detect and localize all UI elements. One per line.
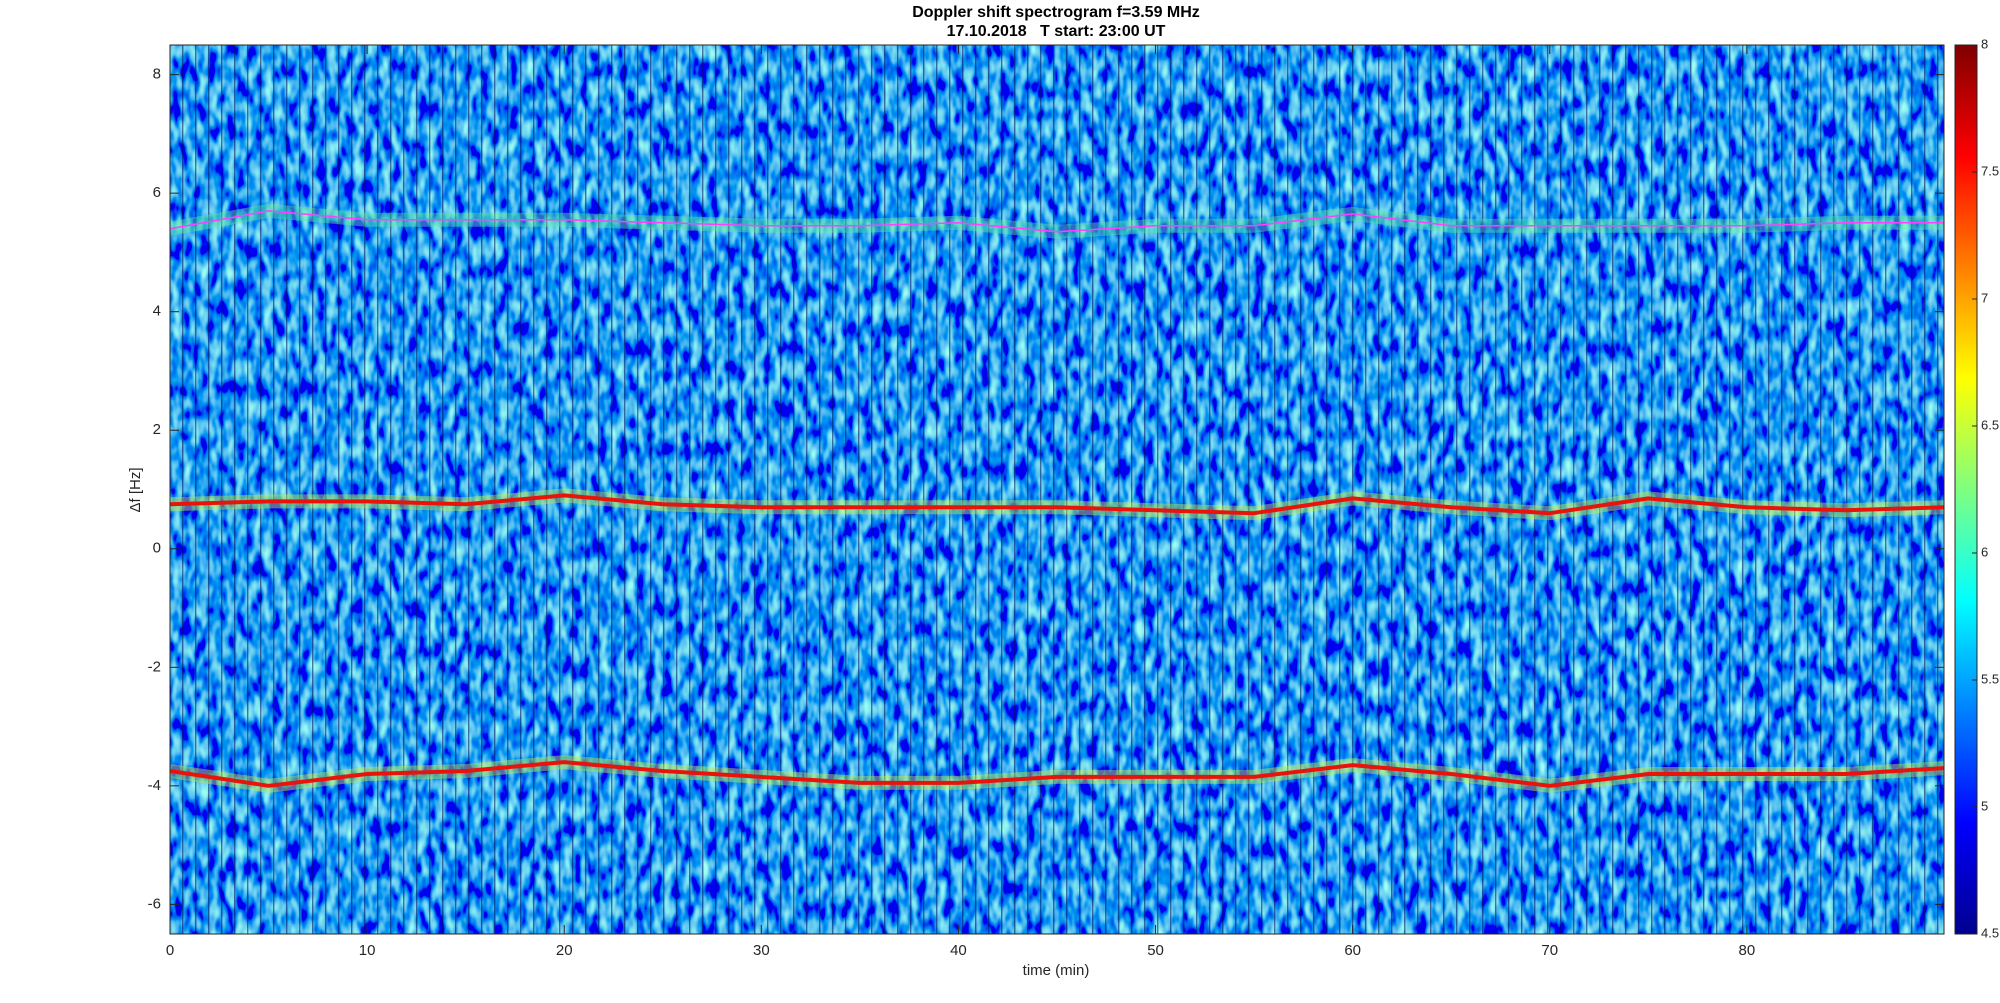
y-tick-label: 6	[153, 184, 161, 201]
y-tick-label: -6	[148, 895, 161, 912]
y-tick-label: 4	[153, 303, 161, 320]
ridge-line	[169, 760, 1945, 788]
plot-frame	[169, 44, 1945, 935]
ridge-line	[169, 493, 1945, 516]
y-tick-label: -4	[148, 777, 161, 794]
colorbar-tick-label: 7	[1981, 290, 1988, 305]
colorbar-tick-label: 7.5	[1981, 163, 1999, 178]
colorbar-tick-label: 6.5	[1981, 417, 1999, 432]
spectrogram-stripes	[170, 45, 1944, 934]
y-tick-label: -2	[148, 658, 161, 675]
x-tick-label: 40	[950, 942, 967, 959]
x-tick-label: 20	[556, 942, 573, 959]
ridge-line	[169, 210, 1944, 233]
chart-title: Doppler shift spectrogram f=3.59 MHz	[912, 4, 1200, 21]
x-tick-label: 50	[1147, 942, 1164, 959]
spectrogram-background	[170, 45, 1944, 934]
colorbar-tick-label: 5.5	[1981, 671, 1999, 686]
chart-subtitle: 17.10.2018 T start: 23:00 UT	[947, 23, 1166, 40]
y-tick-label: 8	[153, 66, 161, 83]
x-tick-label: 80	[1739, 942, 1756, 959]
colorbar-tick-label: 5	[1981, 798, 1988, 813]
colorbar-tick-label: 8	[1981, 36, 1988, 51]
y-tick-label: 0	[153, 540, 161, 557]
x-tick-label: 0	[166, 942, 174, 959]
x-tick-label: 30	[753, 942, 770, 959]
y-axis-label: Δf [Hz]	[127, 467, 144, 512]
colorbar-tick-label: 6	[1981, 544, 1988, 559]
x-tick-label: 60	[1344, 942, 1361, 959]
y-tick-label: 2	[153, 421, 161, 438]
x-tick-label: 10	[359, 942, 376, 959]
x-axis-label: time (min)	[1023, 962, 1090, 979]
colorbar-tick-label: 4.5	[1981, 925, 1999, 940]
x-tick-label: 70	[1541, 942, 1558, 959]
colorbar	[1954, 44, 1978, 935]
